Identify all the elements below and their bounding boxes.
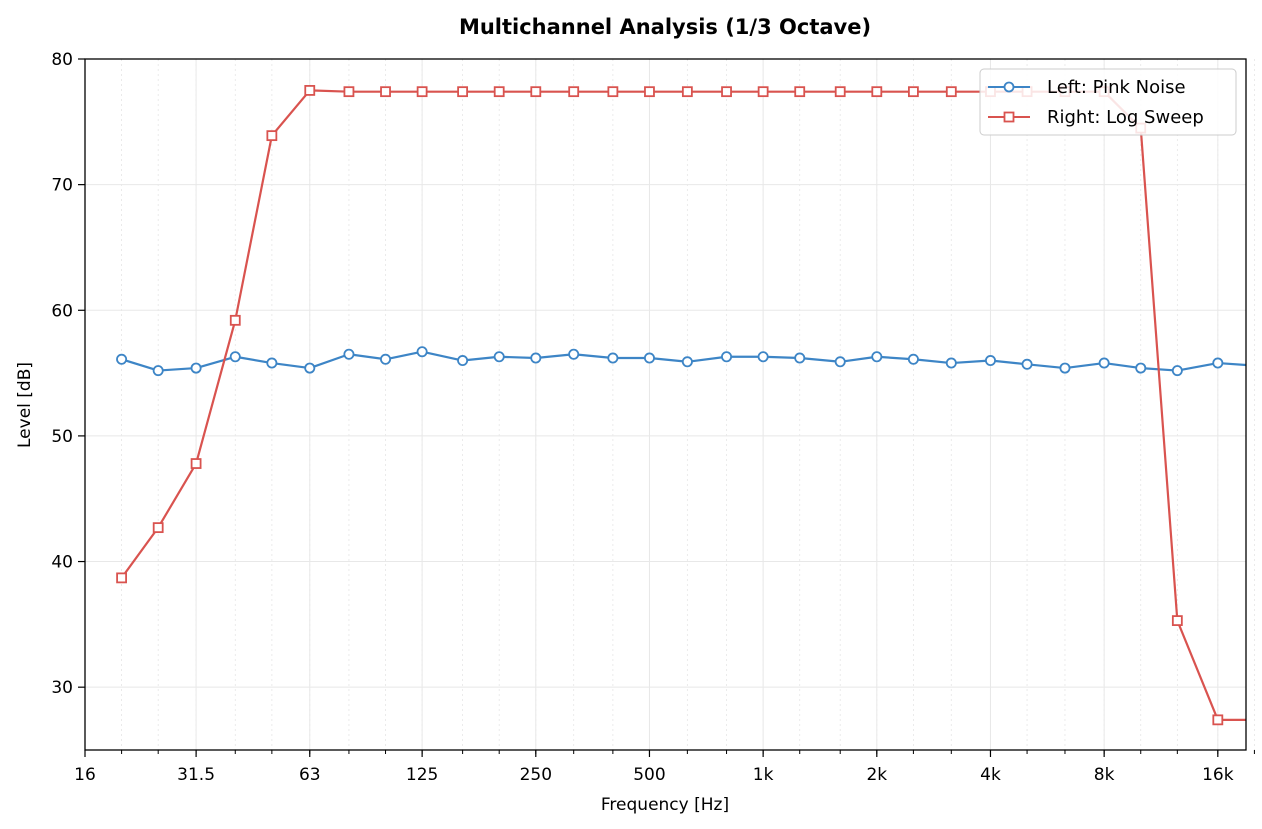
data-point [116, 353, 128, 365]
data-point [1021, 358, 1033, 370]
data-point [945, 357, 957, 369]
data-point [493, 351, 505, 363]
data-point [834, 356, 846, 368]
data-point [907, 353, 919, 365]
data-point [794, 352, 806, 364]
x-tick-label: 125 [406, 765, 438, 785]
data-point [1098, 357, 1110, 369]
data-point [1135, 362, 1147, 374]
chart-title: Multichannel Analysis (1/3 Octave) [459, 15, 871, 39]
data-point [380, 86, 391, 98]
data-point [757, 86, 769, 98]
y-tick-label: 70 [51, 176, 73, 196]
data-point [757, 351, 769, 363]
y-axis: 30 40 50 60 70 80 [51, 50, 85, 698]
data-point [416, 86, 428, 98]
data-point [304, 362, 316, 374]
x-tick-label: 1k [753, 765, 774, 785]
data-point [380, 353, 392, 365]
data-point [152, 365, 164, 377]
data-point [152, 522, 164, 534]
grid [84, 58, 1255, 750]
data-point [190, 458, 202, 469]
data-point [266, 357, 278, 369]
y-tick-label: 30 [51, 678, 73, 698]
legend-marker-left [1003, 81, 1015, 93]
legend-marker-right [1003, 111, 1015, 123]
y-tick-label: 40 [51, 553, 73, 573]
data-point [457, 86, 469, 98]
data-point [1171, 365, 1183, 377]
data-point [266, 130, 278, 142]
data-point [1212, 714, 1224, 726]
data-point [834, 86, 846, 98]
data-point [945, 86, 957, 98]
data-point [229, 351, 241, 363]
x-tick-label: 250 [520, 765, 552, 785]
data-point [190, 362, 202, 374]
data-point [681, 86, 693, 98]
data-point [457, 355, 469, 367]
y-tick-label: 60 [51, 301, 73, 321]
x-tick-label: 8k [1094, 765, 1115, 785]
data-point [568, 86, 580, 98]
data-point [681, 356, 693, 368]
x-tick-label: 4k [980, 765, 1001, 785]
x-tick-label: 31.5 [177, 765, 215, 785]
data-point [984, 355, 996, 367]
data-point [871, 351, 883, 363]
data-point [530, 86, 542, 98]
data-point [794, 86, 806, 98]
data-point [1212, 357, 1224, 369]
legend-label-left: Left: Pink Noise [1047, 77, 1186, 98]
data-point [343, 86, 355, 98]
legend-box [979, 68, 1237, 136]
x-axis: 16 31.5 63 125 250 500 1k 2k 4k 8k 16k [74, 750, 1255, 785]
series-0 [116, 346, 1246, 377]
x-tick-label: 63 [299, 765, 321, 785]
data-point [721, 351, 733, 363]
data-point [607, 86, 619, 98]
data-point [644, 86, 655, 98]
x-axis-label: Frequency [Hz] [601, 795, 729, 815]
data-point [721, 86, 732, 98]
data-point [343, 348, 355, 360]
data-point [1059, 362, 1071, 374]
y-tick-label: 50 [51, 427, 73, 447]
data-point [871, 86, 883, 98]
data-point [493, 86, 505, 98]
data-point [229, 314, 241, 326]
data-point [643, 352, 655, 364]
plot-area [116, 85, 1246, 726]
plot-frame [84, 58, 1247, 751]
x-tick-label: 16 [74, 765, 96, 785]
data-point [116, 572, 127, 584]
x-tick-label: 500 [633, 765, 665, 785]
data-point [416, 346, 428, 358]
legend-label-right: Right: Log Sweep [1047, 107, 1204, 128]
legend: Left: Pink Noise Right: Log Sweep [979, 68, 1237, 136]
y-tick-label: 80 [51, 50, 73, 70]
series-1 [116, 85, 1246, 726]
y-axis-label: Level [dB] [15, 362, 35, 448]
data-point [304, 85, 316, 96]
x-tick-label: 16k [1202, 765, 1234, 785]
data-point [1171, 615, 1183, 626]
data-point [907, 86, 919, 98]
data-point [607, 352, 619, 364]
x-tick-label: 2k [866, 765, 887, 785]
data-point [568, 348, 580, 360]
data-point [530, 352, 542, 364]
